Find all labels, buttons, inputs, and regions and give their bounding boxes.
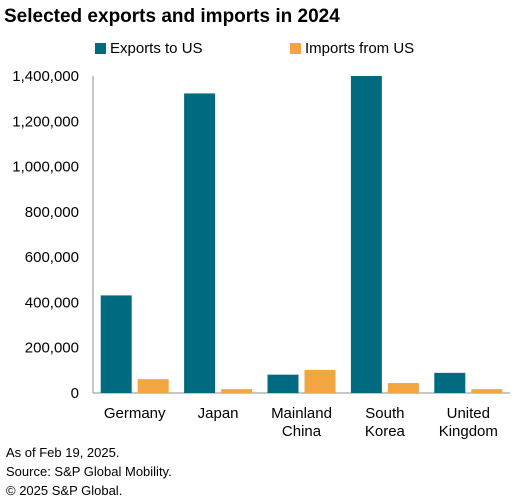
y-tick-label: 200,000 [25, 340, 79, 357]
y-tick-label: 0 [71, 385, 79, 402]
x-tick-label: Mainland [271, 405, 332, 422]
bar-imports [304, 369, 336, 393]
bar-imports [387, 383, 419, 393]
bar-imports [221, 389, 253, 393]
bar-exports [434, 372, 466, 393]
y-tick-label: 1,200,000 [12, 113, 79, 130]
x-tick-label: Kingdom [439, 423, 498, 440]
y-tick-label: 400,000 [25, 294, 79, 311]
footnote-date: As of Feb 19, 2025. [6, 445, 120, 460]
legend-label-imports: Imports from US [305, 40, 415, 57]
bar-exports [100, 295, 132, 393]
legend-label-exports: Exports to US [110, 40, 203, 57]
y-tick-label: 1,000,000 [12, 159, 79, 176]
x-tick-label: China [282, 423, 322, 440]
x-tick-label: South [365, 405, 404, 422]
footnote-source: Source: S&P Global Mobility. [6, 464, 172, 479]
bar-exports [267, 374, 299, 393]
x-tick-label: United [447, 405, 490, 422]
x-tick-label: Germany [104, 405, 166, 422]
footnote-copyright: © 2025 S&P Global. [6, 483, 123, 498]
legend: Exports to US Imports from US [0, 40, 526, 60]
bar-imports [471, 389, 503, 393]
y-tick-label: 1,400,000 [12, 68, 79, 85]
legend-swatch-exports [95, 43, 106, 54]
legend-swatch-imports [290, 43, 301, 54]
chart-title: Selected exports and imports in 2024 [4, 6, 340, 27]
bar-imports [137, 379, 169, 393]
x-tick-label: Japan [198, 405, 239, 422]
bar-exports [350, 76, 382, 393]
y-tick-label: 600,000 [25, 249, 79, 266]
y-tick-label: 800,000 [25, 204, 79, 221]
bar-chart: 0 200,000 400,000 600,000 800,000 1,000,000 1,… [12, 68, 510, 440]
x-tick-label: Korea [365, 423, 406, 440]
footnotes: As of Feb 19, 2025. Source: S&P Global M… [6, 443, 172, 500]
bar-exports [184, 93, 216, 393]
legend-item-imports: Imports from US [290, 40, 414, 57]
legend-item-exports: Exports to US [95, 40, 203, 57]
